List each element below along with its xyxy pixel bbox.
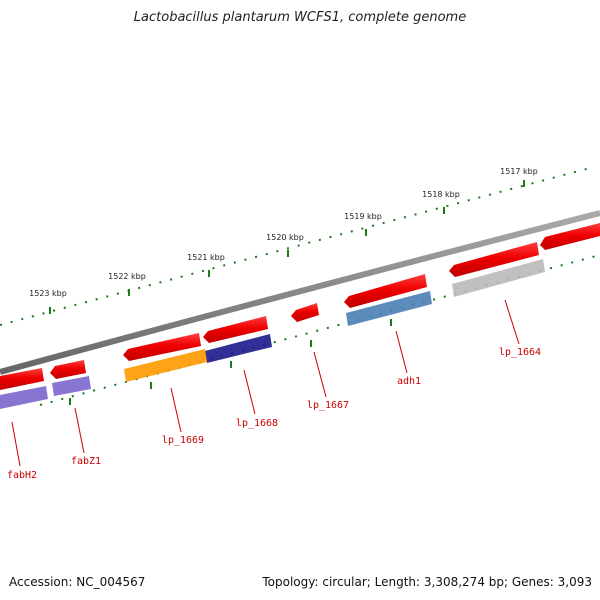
cds-features — [0, 223, 600, 390]
tick-label: 1522 kbp — [108, 272, 146, 281]
cds-arrow — [344, 274, 427, 308]
leader-lines — [11, 299, 520, 467]
cds-arrow — [540, 223, 600, 250]
genome-summary: Topology: circular; Length: 3,308,274 bp… — [262, 575, 592, 589]
cds-arrow — [123, 333, 201, 361]
tick-label: 1517 kbp — [500, 167, 538, 176]
cds-arrow — [50, 360, 86, 379]
cds-arrow — [291, 303, 319, 322]
inner-major-ticks — [69, 319, 392, 405]
tick-labels: 1517 kbp 1518 kbp 1519 kbp 1520 kbp 1521… — [29, 167, 538, 298]
tick-label: 1518 kbp — [422, 190, 460, 199]
gene-bar-lp-1664 — [452, 259, 545, 297]
gene-label: lp_1667 — [307, 400, 349, 411]
gene-bar-adh1 — [346, 291, 432, 326]
genome-backbone — [0, 210, 600, 375]
map-title: Lactobacillus plantarum WCFS1, complete … — [133, 10, 467, 25]
gene-bar-fabZ1 — [52, 376, 91, 396]
accession-label: Accession: NC_004567 — [9, 575, 146, 589]
gene-label: fabH2 — [7, 470, 37, 481]
outer-major-ticks — [49, 180, 525, 314]
gene-bar-fabH2 — [0, 386, 48, 409]
gene-bar-lp-1669 — [124, 349, 207, 382]
gene-label: lp_1668 — [236, 418, 278, 429]
cds-arrow — [449, 242, 539, 277]
gene-labels: lp_1664 adh1 lp_1667 lp_1668 lp_1669 fab… — [7, 347, 541, 481]
cds-arrow — [0, 368, 44, 390]
gene-bars — [0, 259, 545, 409]
gene-label: fabZ1 — [71, 456, 101, 467]
gene-label: adh1 — [397, 376, 421, 387]
tick-label: 1520 kbp — [266, 233, 304, 242]
gene-label: lp_1669 — [162, 435, 204, 446]
tick-label: 1521 kbp — [187, 253, 225, 262]
gene-bar-lp-1668 — [205, 334, 272, 363]
tick-label: 1523 kbp — [29, 289, 67, 298]
cds-arrow — [203, 316, 268, 343]
tick-label: 1519 kbp — [344, 212, 382, 221]
gene-label: lp_1664 — [499, 347, 541, 358]
scale-ring-outer — [0, 167, 591, 326]
